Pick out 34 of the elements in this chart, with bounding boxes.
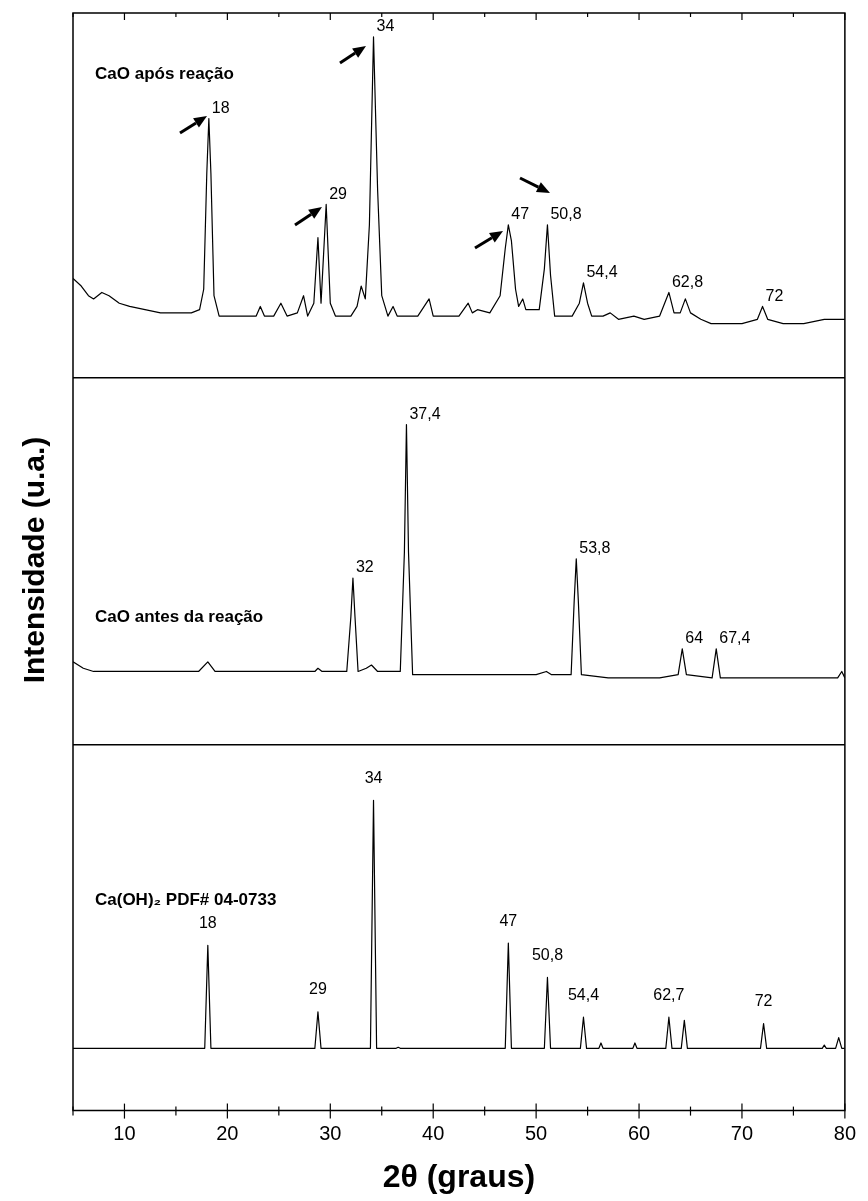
annotation: 50,8 — [531, 945, 564, 963]
annotation: 34 — [376, 17, 395, 35]
annotation: 47 — [499, 911, 518, 929]
annotation: 37,4 — [409, 404, 441, 422]
x-tick-label: 20 — [216, 1122, 239, 1145]
x-tick-label: 70 — [730, 1122, 754, 1145]
annotation: 47 — [511, 205, 530, 223]
annotation: 53,8 — [579, 539, 611, 557]
x-tick-label: 60 — [627, 1122, 651, 1145]
annotation: 29 — [309, 980, 327, 998]
x-tick-label: 40 — [422, 1122, 445, 1145]
annotation: 18 — [198, 913, 217, 931]
annotation: 67,4 — [719, 629, 751, 647]
text: CaO antes da reação — [95, 606, 264, 626]
x-tick-label: 30 — [319, 1122, 342, 1145]
annotation: 18 — [211, 98, 230, 116]
x-tick-label: 80 — [833, 1122, 856, 1145]
annotation: 54,4 — [567, 985, 600, 1003]
annotation: 32 — [355, 558, 374, 576]
annotation: 29 — [329, 184, 348, 202]
annotation: 54,4 — [586, 263, 618, 281]
x-tick-label: 50 — [525, 1122, 548, 1145]
y-axis-title: Intensidade (u.a.) — [17, 436, 51, 684]
annotation: 72 — [754, 992, 773, 1010]
annotation: 62,8 — [671, 272, 704, 290]
x-tick-label: 10 — [113, 1122, 136, 1145]
text: Ca(OH)₂ PDF# 04-0733 — [95, 890, 277, 910]
annotation: 50,8 — [550, 205, 582, 223]
x-axis-title: 2θ (graus) — [382, 1157, 536, 1194]
annotation: 62,7 — [653, 985, 685, 1003]
annotation: 34 — [364, 768, 383, 786]
annotation: 64 — [685, 629, 704, 647]
annotation: 72 — [765, 286, 784, 304]
text: CaO após reação — [95, 63, 234, 83]
